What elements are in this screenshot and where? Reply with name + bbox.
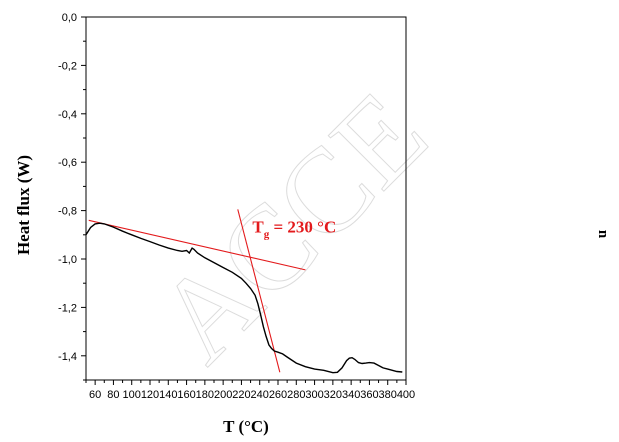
series-group [85,222,403,374]
x-tick-label-6: 180 [196,389,214,401]
y-axis-title: Heat flux (W) [14,155,33,255]
tangent-line-1 [237,209,281,373]
x-tick-label-9: 240 [251,389,269,401]
tg-annotation-main: T [252,217,264,236]
x-tick-label-0: 60 [89,389,101,401]
y-tick-label-2: -0,4 [58,109,77,121]
y-axis-ticks: 0,0 -0,2 -0,4 -0,6 -0,8 -1,0 -1,2 -1,4 [58,12,86,381]
x-axis-title: T (°C) [223,417,269,436]
tangent-lines [88,209,306,373]
x-tick-label-16: 380 [379,389,397,401]
y-tick-label-6: -1,2 [58,302,77,314]
x-tick-label-1: 80 [107,389,119,401]
right-marker: n [595,230,611,239]
x-tick-label-8: 220 [232,389,250,401]
x-tick-label-5: 160 [177,389,195,401]
y-tick-label-5: -1,0 [58,254,77,266]
x-axis-ticks: 60 80 100 120 140 160 180 200 220 240 260 280 300 320… [85,380,415,401]
tangent-line-0 [88,219,306,271]
x-tick-label-17: 400 [397,389,415,401]
x-tick-label-14: 340 [342,389,360,401]
y-tick-label-0: 0,0 [62,12,77,24]
series-line-0 [85,222,403,374]
x-tick-label-7: 200 [214,389,232,401]
x-tick-label-12: 300 [305,389,323,401]
y-tick-label-1: -0,2 [58,60,77,72]
x-tick-label-13: 320 [324,389,342,401]
tg-annotation-subscript: g [264,228,270,240]
y-tick-label-7: -1,4 [58,351,77,363]
plot-frame [85,16,407,381]
tg-annotation-value: = 230 °C [269,217,336,236]
y-tick-label-4: -0,8 [58,206,77,218]
x-tick-label-11: 280 [287,389,305,401]
x-tick-label-2: 100 [123,389,141,401]
y-tick-label-3: -0,6 [58,157,77,169]
x-tick-label-10: 260 [269,389,287,401]
tg-annotation: Tg = 230 °C [252,217,336,240]
x-tick-label-4: 140 [159,389,177,401]
x-tick-label-3: 120 [141,389,159,401]
x-tick-label-15: 360 [360,389,378,401]
